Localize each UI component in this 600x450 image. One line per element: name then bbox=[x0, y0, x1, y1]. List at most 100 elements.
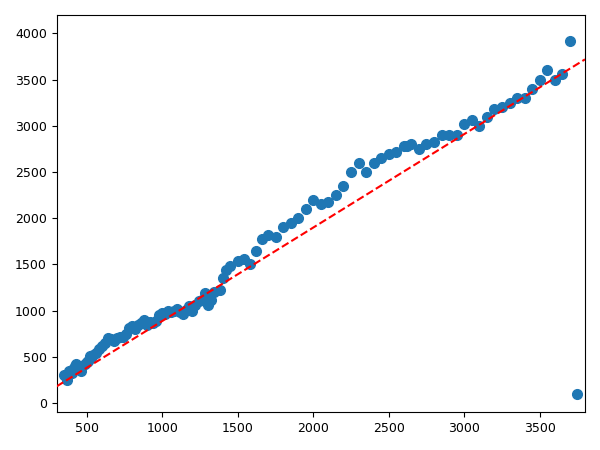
Point bbox=[542, 67, 552, 74]
Point bbox=[194, 298, 203, 305]
Point bbox=[384, 150, 394, 157]
Point bbox=[145, 318, 155, 325]
Point bbox=[200, 289, 209, 297]
Point bbox=[437, 131, 446, 139]
Point bbox=[197, 296, 206, 303]
Point bbox=[505, 99, 514, 106]
Point bbox=[391, 148, 401, 155]
Point bbox=[308, 196, 318, 203]
Point bbox=[133, 322, 143, 329]
Point bbox=[520, 94, 529, 102]
Point bbox=[414, 145, 424, 153]
Point bbox=[157, 310, 167, 317]
Point bbox=[86, 354, 96, 361]
Point bbox=[139, 316, 149, 324]
Point bbox=[475, 122, 484, 130]
Point bbox=[59, 372, 69, 379]
Point bbox=[173, 305, 182, 312]
Point bbox=[354, 159, 364, 166]
Point bbox=[376, 155, 386, 162]
Point bbox=[83, 357, 93, 364]
Point bbox=[76, 367, 86, 374]
Point bbox=[278, 224, 288, 231]
Point bbox=[94, 346, 104, 353]
Point bbox=[407, 141, 416, 148]
Point bbox=[136, 319, 146, 326]
Point bbox=[124, 324, 134, 332]
Point bbox=[293, 215, 303, 222]
Point bbox=[148, 319, 158, 326]
Point bbox=[203, 302, 212, 309]
Point bbox=[402, 143, 412, 150]
Point bbox=[67, 370, 76, 377]
Point bbox=[97, 342, 107, 349]
Point bbox=[160, 311, 170, 318]
Point bbox=[271, 233, 280, 240]
Point bbox=[206, 297, 215, 304]
Point bbox=[257, 235, 267, 242]
Point bbox=[151, 317, 161, 324]
Point bbox=[399, 143, 409, 150]
Point bbox=[118, 333, 128, 340]
Point bbox=[445, 131, 454, 139]
Point bbox=[127, 323, 137, 330]
Point bbox=[91, 350, 101, 357]
Point bbox=[233, 257, 242, 264]
Point bbox=[80, 360, 90, 368]
Point bbox=[121, 330, 131, 338]
Point bbox=[361, 168, 371, 176]
Point bbox=[460, 121, 469, 128]
Point bbox=[103, 335, 113, 342]
Point bbox=[251, 247, 260, 254]
Point bbox=[218, 274, 227, 282]
Point bbox=[100, 339, 110, 346]
Point bbox=[85, 352, 95, 360]
Point bbox=[209, 288, 218, 296]
Point bbox=[130, 325, 140, 333]
Point bbox=[512, 94, 522, 102]
Point bbox=[572, 390, 582, 397]
Point bbox=[191, 302, 200, 309]
Point bbox=[188, 307, 197, 314]
Point bbox=[221, 266, 230, 274]
Point bbox=[64, 367, 73, 374]
Point bbox=[286, 219, 295, 226]
Point bbox=[452, 131, 461, 139]
Point bbox=[142, 321, 152, 328]
Point bbox=[323, 198, 333, 205]
Point bbox=[71, 360, 81, 368]
Point bbox=[70, 363, 80, 370]
Point bbox=[62, 376, 72, 383]
Point bbox=[154, 312, 164, 319]
Point bbox=[527, 86, 537, 93]
Point bbox=[82, 359, 92, 366]
Point bbox=[245, 261, 254, 268]
Point bbox=[346, 168, 356, 176]
Point bbox=[226, 263, 235, 270]
Point bbox=[565, 37, 575, 45]
Point bbox=[106, 336, 116, 343]
Point bbox=[429, 139, 439, 146]
Point bbox=[176, 309, 185, 316]
Point bbox=[497, 104, 507, 111]
Point bbox=[112, 335, 122, 342]
Point bbox=[164, 307, 173, 314]
Point bbox=[109, 338, 119, 345]
Point bbox=[182, 306, 191, 313]
Point bbox=[88, 351, 98, 359]
Point bbox=[170, 307, 179, 314]
Point bbox=[550, 76, 560, 83]
Point bbox=[215, 287, 224, 294]
Point bbox=[179, 311, 188, 318]
Point bbox=[482, 113, 491, 120]
Point bbox=[167, 309, 176, 316]
Point bbox=[73, 364, 83, 372]
Point bbox=[331, 192, 341, 199]
Point bbox=[422, 141, 431, 148]
Point bbox=[338, 182, 348, 189]
Point bbox=[68, 365, 78, 373]
Point bbox=[239, 255, 248, 262]
Point bbox=[557, 71, 567, 78]
Point bbox=[115, 333, 125, 340]
Point bbox=[263, 231, 273, 239]
